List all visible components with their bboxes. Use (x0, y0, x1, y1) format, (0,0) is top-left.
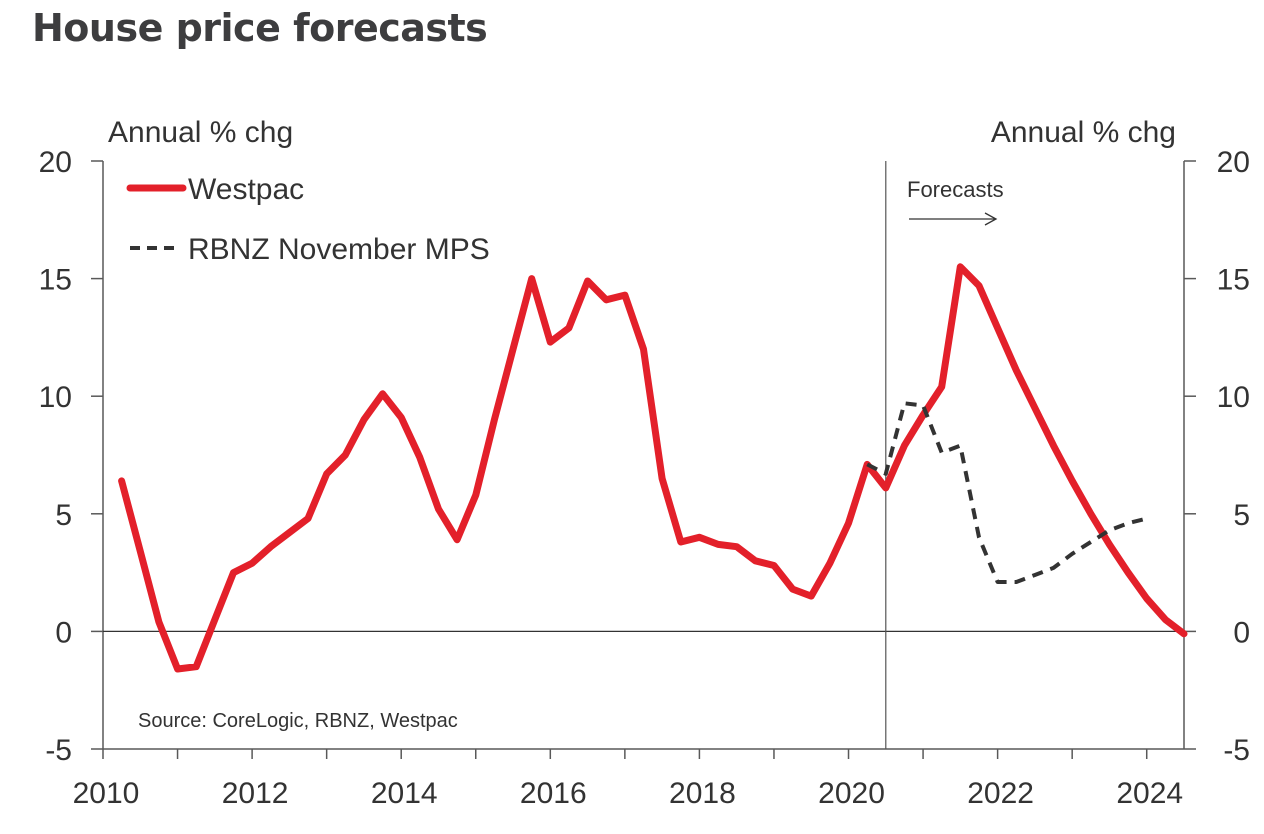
x-tick-label: 2024 (1116, 777, 1183, 810)
x-tick-label: 2016 (520, 777, 587, 810)
legend: Westpac RBNZ November MPS (126, 173, 490, 266)
left-axis-title: Annual % chg (108, 116, 293, 149)
left-y-tick-label: 20 (39, 146, 72, 179)
right-axis-title: Annual % chg (991, 116, 1176, 149)
series-line-westpac (118, 263, 1188, 673)
x-tick-label: 2010 (73, 777, 140, 810)
forecast-arrow-head (984, 212, 998, 226)
x-tick-label: 2018 (669, 777, 736, 810)
left-y-tick-label: -5 (45, 734, 72, 767)
x-tick-label: 2014 (371, 777, 438, 810)
left-y-tick-label: 5 (55, 499, 72, 532)
x-tick-label: 2012 (222, 777, 289, 810)
left-y-tick-label: 0 (55, 616, 72, 649)
left-y-tick-label: 15 (39, 264, 72, 297)
right-y-tick-label: 15 (1217, 264, 1250, 297)
right-y-tick-label: 5 (1233, 499, 1250, 532)
right-y-tick-label: 0 (1233, 616, 1250, 649)
x-tick-label: 2022 (967, 777, 1034, 810)
chart-title: House price forecasts (32, 6, 488, 50)
right-y-tick-label: 10 (1217, 381, 1250, 414)
right-y-tick-label: -5 (1223, 734, 1250, 767)
series-layer (118, 263, 1188, 673)
series-line-rbnz-november-mps (866, 401, 1148, 584)
legend-label-rbnz: RBNZ November MPS (188, 233, 490, 266)
text-layer: Annual % chg Annual % chg Forecasts Sour… (108, 116, 1176, 732)
legend-label-westpac: Westpac (188, 173, 304, 206)
right-y-tick-label: 20 (1217, 146, 1250, 179)
x-tick-label: 2020 (818, 777, 885, 810)
forecasts-annotation: Forecasts (907, 177, 1004, 202)
left-y-tick-label: 10 (39, 381, 72, 414)
source-note: Source: CoreLogic, RBNZ, Westpac (138, 710, 458, 732)
